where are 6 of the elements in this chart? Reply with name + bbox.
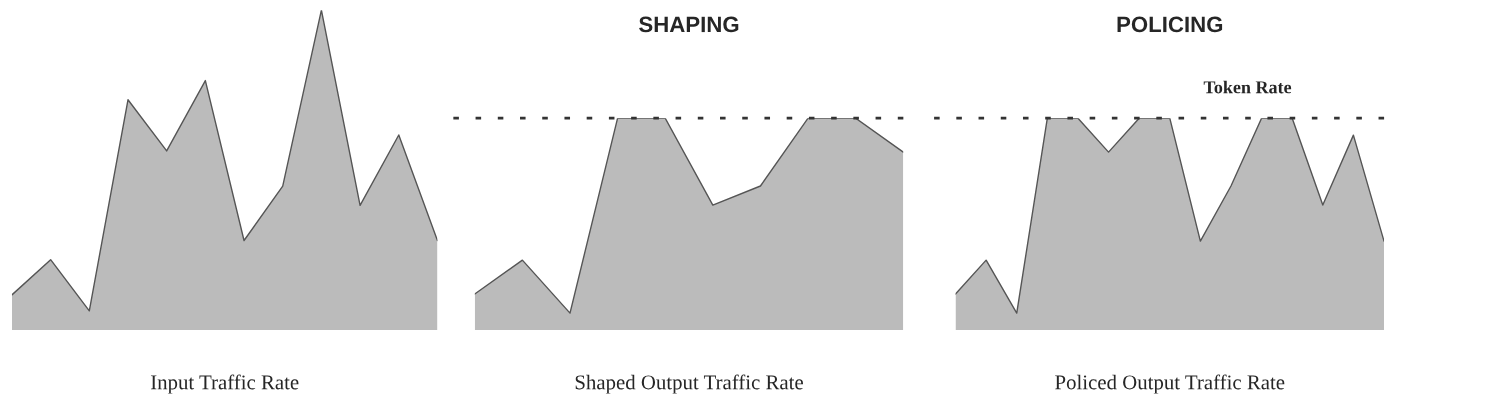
ref-line-label: Token Rate bbox=[1203, 80, 1292, 94]
x-axis-title: Policed Output Traffic Rate bbox=[1055, 374, 1285, 394]
x-axis-title: Shaped Output Traffic Rate bbox=[575, 374, 803, 394]
chart-title: POLICING bbox=[1117, 16, 1223, 33]
chart-title: SHAPING bbox=[639, 16, 739, 33]
x-axis-title: Input Traffic Rate bbox=[150, 374, 299, 394]
